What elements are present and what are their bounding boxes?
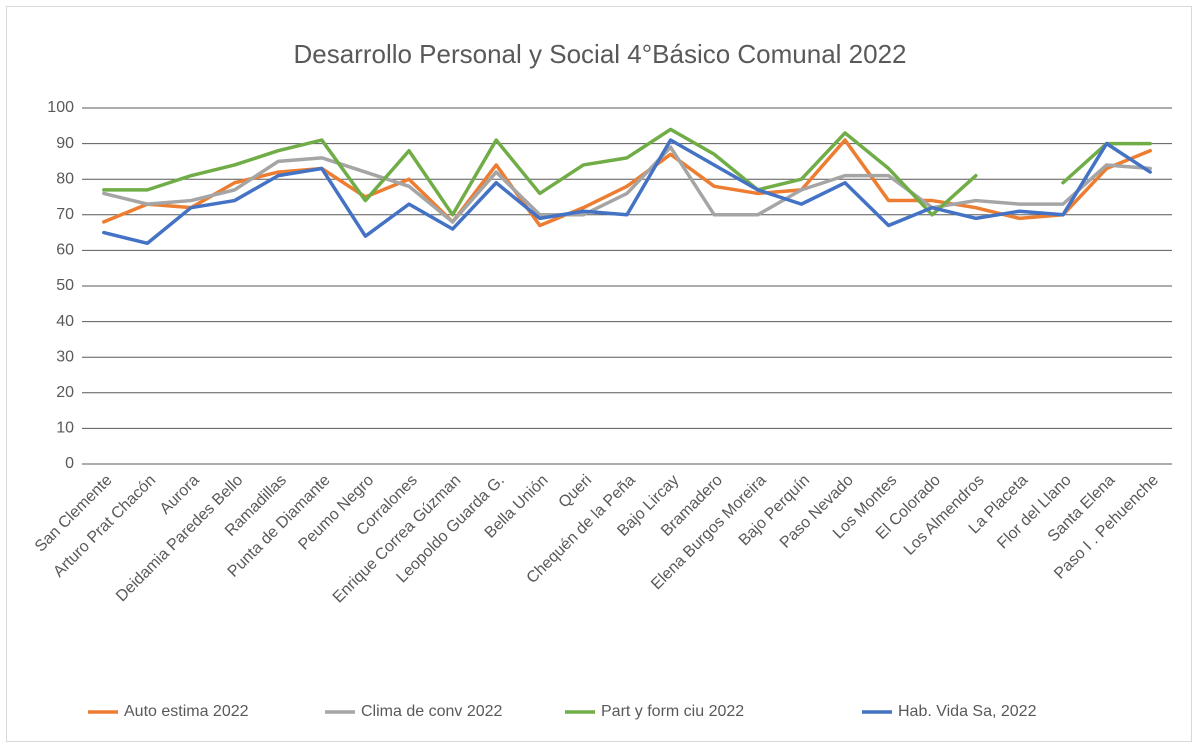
chart-title: Desarrollo Personal y Social 4°Básico Co…	[293, 39, 906, 69]
y-tick-label: 10	[56, 420, 74, 437]
y-tick-label: 50	[56, 277, 74, 294]
y-tick-label: 30	[56, 348, 74, 365]
legend-label: Clima de conv 2022	[361, 703, 503, 720]
series-line	[102, 145, 1152, 224]
y-tick-label: 0	[65, 455, 74, 472]
y-tick-label: 90	[56, 135, 74, 152]
series-line	[102, 138, 1152, 228]
chart-border	[6, 6, 1192, 742]
series-line	[102, 138, 1152, 246]
y-tick-label: 100	[47, 99, 74, 116]
series-line	[102, 127, 978, 217]
legend-label: Part y form ciu 2022	[601, 703, 744, 720]
y-tick-label: 80	[56, 170, 74, 187]
y-tick-label: 70	[56, 206, 74, 223]
y-tick-label: 20	[56, 384, 74, 401]
legend-label: Hab. Vida Sa, 2022	[898, 703, 1037, 720]
y-tick-label: 40	[56, 313, 74, 330]
y-tick-label: 60	[56, 242, 74, 259]
legend-label: Auto estima 2022	[124, 703, 249, 720]
